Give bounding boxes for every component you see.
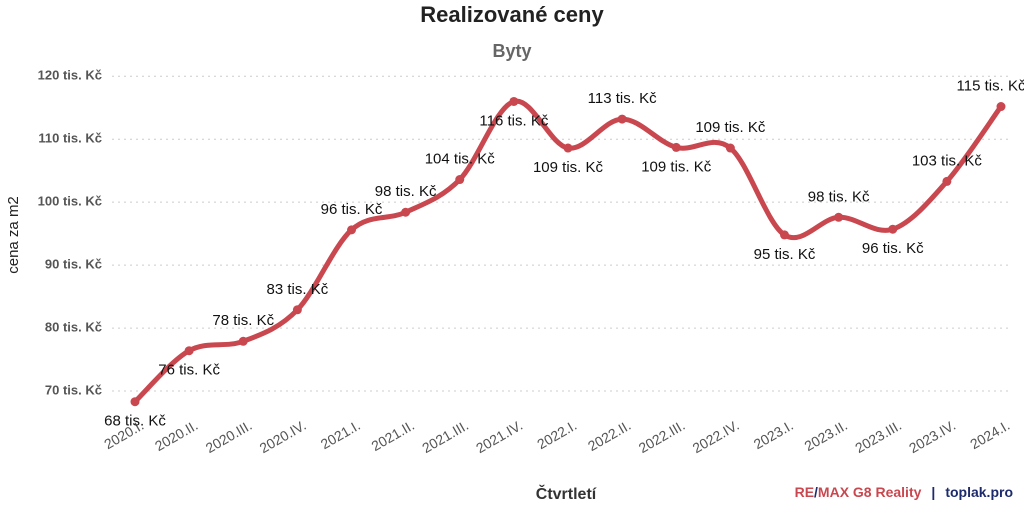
data-label: 83 tis. Kč <box>267 281 329 298</box>
data-label: 113 tis. Kč <box>588 90 657 107</box>
data-point <box>996 102 1006 112</box>
data-point <box>780 230 789 240</box>
data-label: 76 tis. Kč <box>158 362 220 379</box>
data-label: 104 tis. Kč <box>425 150 496 167</box>
footer-site: toplak.pro <box>945 484 1013 500</box>
chart-title: Realizované ceny <box>420 2 604 27</box>
x-tick-label: 2021.I. <box>318 417 363 452</box>
y-axis-title: cena za m2 <box>5 196 22 274</box>
x-tick-label: 2023.II. <box>802 417 850 454</box>
footer-separator: | <box>931 484 935 500</box>
data-point <box>238 336 248 346</box>
y-tick-label: 70 tis. Kč <box>45 382 102 397</box>
y-tick-label: 80 tis. Kč <box>45 320 102 335</box>
data-point <box>725 143 735 153</box>
data-label: 68 tis. Kč <box>104 413 166 430</box>
y-tick-label: 110 tis. Kč <box>38 131 102 146</box>
footer: RE/MAX G8 Reality | toplak.pro <box>795 484 1013 500</box>
data-label: 96 tis. Kč <box>862 240 924 257</box>
data-point <box>401 207 411 217</box>
data-point <box>834 212 844 222</box>
data-label: 98 tis. Kč <box>375 183 437 200</box>
footer-brand: MAX G8 Reality <box>818 484 922 500</box>
data-point <box>292 305 302 315</box>
footer-brand: RE <box>795 484 814 500</box>
x-axis-title: Čtvrtletí <box>536 484 597 503</box>
footer-brand: / <box>814 484 818 500</box>
x-tick-label: 2023.IV. <box>906 417 958 456</box>
data-point <box>130 397 140 407</box>
x-tick-label: 2023.III. <box>852 417 904 456</box>
x-tick-label: 2022.I. <box>534 417 579 452</box>
y-tick-label: 90 tis. Kč <box>45 257 102 272</box>
data-label: 109 tis. Kč <box>533 159 604 176</box>
y-tick-label: 120 tis. Kč <box>38 68 102 83</box>
data-label: 109 tis. Kč <box>695 119 766 136</box>
data-point <box>888 224 898 234</box>
x-tick-label: 2024.I. <box>967 417 1012 452</box>
data-point <box>184 346 194 356</box>
data-label: 103 tis. Kč <box>912 152 983 169</box>
data-point <box>509 96 519 106</box>
x-tick-label: 2022.IV. <box>690 417 742 456</box>
x-tick-label: 2023.I. <box>751 417 796 452</box>
data-label: 109 tis. Kč <box>641 158 712 175</box>
x-tick-label: 2021.IV. <box>473 417 525 456</box>
data-label: 115 tis. Kč <box>957 77 1024 94</box>
data-point <box>671 142 681 152</box>
data-point <box>942 176 952 186</box>
x-tick-label: 2020.IV. <box>257 417 309 456</box>
data-label: 78 tis. Kč <box>212 312 274 329</box>
x-tick-label: 2020.III. <box>203 417 255 456</box>
data-label: 95 tis. Kč <box>754 246 816 263</box>
y-tick-label: 100 tis. Kč <box>38 194 102 209</box>
data-point <box>455 175 465 185</box>
data-label: 96 tis. Kč <box>321 201 383 218</box>
data-label: 98 tis. Kč <box>808 188 870 205</box>
x-tick-label: 2022.III. <box>636 417 688 456</box>
x-tick-label: 2021.II. <box>369 417 417 454</box>
data-point <box>347 225 356 235</box>
data-point <box>617 114 627 124</box>
x-tick-label: 2022.II. <box>585 417 633 454</box>
x-tick-label: 2021.III. <box>419 417 471 456</box>
data-point <box>563 143 573 153</box>
data-label: 116 tis. Kč <box>479 112 548 129</box>
chart-subtitle: Byty <box>492 41 531 61</box>
